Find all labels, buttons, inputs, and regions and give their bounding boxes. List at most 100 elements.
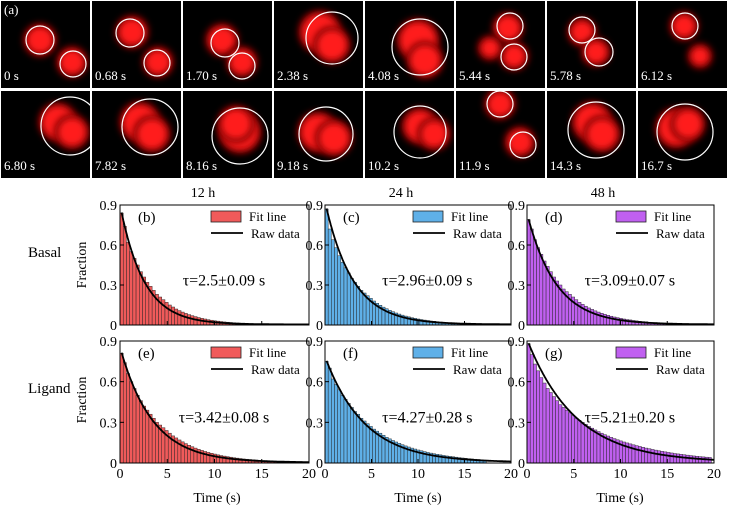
tracking-circle	[59, 50, 87, 78]
histogram-bar	[350, 278, 354, 326]
legend-label-raw: Raw data	[453, 362, 502, 377]
x-tick-label: 20	[504, 467, 518, 482]
panel-label: (b)	[138, 210, 156, 226]
decay-curve	[527, 218, 714, 326]
fluorescent-spot	[674, 110, 702, 138]
histogram-bar	[555, 400, 560, 464]
histogram-bar	[151, 418, 156, 464]
y-tick-label: 0.9	[306, 335, 324, 350]
tracking-circle	[496, 12, 524, 40]
histogram-bar	[653, 449, 658, 464]
tracking-circle	[584, 37, 614, 67]
histogram-bar	[129, 251, 134, 326]
x-axis-title-48h: Time (s)	[596, 491, 644, 506]
histogram-bar	[533, 363, 537, 464]
y-tick-label: 0	[518, 319, 525, 334]
frame-14: 14.3 s	[547, 91, 636, 178]
column-header-12h: 12 h	[191, 186, 216, 201]
histogram-bar	[337, 389, 342, 464]
panel-label: (d)	[545, 210, 563, 226]
histogram-panel-f: 0 0.3 0.6 0.9 0 5 10 15 20 (f) Fit line Raw data τ=4…	[306, 335, 519, 482]
histogram-bar	[688, 455, 693, 464]
fluorescent-spot	[317, 30, 347, 60]
tracking-circle	[568, 16, 596, 44]
legend-label-raw: Raw data	[251, 226, 300, 241]
histogram-bar	[561, 407, 566, 464]
frame-time-label: 2.38 s	[277, 68, 308, 83]
fluorescent-spot	[488, 92, 512, 116]
fluorescent-spot	[421, 121, 447, 147]
y-tick-label: 0	[110, 319, 117, 334]
histogram-bar	[657, 450, 661, 464]
histogram-bar	[148, 413, 153, 464]
frame-content	[567, 16, 614, 67]
fluorescent-spot	[230, 50, 254, 74]
panel-label: (f)	[343, 346, 358, 362]
histogram-bar	[135, 264, 140, 326]
y-tick-label: 0.3	[508, 279, 526, 294]
histogram-bar	[167, 304, 172, 326]
frame-4: 4.08 s	[365, 1, 454, 88]
frame-8: 6.80 s	[1, 91, 90, 178]
fluorescent-spot	[119, 19, 145, 45]
tracking-circle	[25, 25, 55, 55]
legend-swatch-fit	[210, 210, 242, 223]
histogram-bar	[552, 276, 556, 326]
histogram-bar	[558, 404, 563, 464]
x-axis-title-12h: Time (s)	[193, 491, 241, 506]
histogram-bar	[129, 381, 134, 464]
frame-content	[23, 23, 88, 78]
fluorescent-spot	[673, 15, 695, 37]
histogram-grid: 0 0.3 0.6 0.9 (b) Fit line Raw data τ=2.5±0.09 …	[100, 199, 722, 482]
histogram-bar	[145, 409, 150, 464]
histogram-bar	[180, 311, 185, 326]
fluorescent-spot	[571, 21, 593, 43]
histogram-bar	[650, 449, 655, 464]
histogram-bar	[580, 422, 585, 464]
fluorescent-spot	[58, 118, 86, 146]
row-label-basal: Basal	[28, 245, 61, 261]
y-tick-label: 0.9	[100, 335, 118, 350]
histogram-bar	[139, 271, 143, 326]
panel-label: (e)	[138, 346, 155, 362]
histogram-bar	[126, 373, 130, 464]
histogram-bar	[529, 228, 534, 326]
x-tick-label: 10	[614, 467, 628, 482]
histogram-panel-e: 0 0.3 0.6 0.9 0 5 10 15 20 (e) Fit line Raw data τ=3…	[100, 335, 317, 482]
histogram-bar	[564, 409, 569, 464]
frame-9: 7.82 s	[92, 91, 181, 178]
histogram-panel-d: 0 0.3 0.6 0.9 (d) Fit line Raw data τ=3.09±0.07…	[508, 199, 715, 334]
fluorescent-spot	[60, 50, 84, 74]
tracking-circle	[486, 91, 514, 118]
legend-label-fit: Fit line	[451, 345, 488, 360]
frame-content	[119, 98, 179, 156]
y-tick-label: 0.3	[306, 416, 324, 431]
y-tick-label: 0.3	[306, 279, 324, 294]
histogram-bar	[673, 453, 677, 464]
legend-label-raw: Raw data	[656, 226, 705, 241]
tracking-circle	[305, 11, 359, 65]
histogram-bar	[568, 412, 572, 464]
histogram-bar	[331, 378, 335, 464]
frame-2: 1.70 s	[183, 1, 272, 88]
tau-annotation: τ=2.96±0.09 s	[382, 272, 472, 289]
histogram-bar	[139, 400, 143, 464]
histogram-bar	[132, 388, 137, 464]
histogram-bar	[340, 262, 345, 326]
x-tick-label: 10	[411, 467, 425, 482]
histogram-bar	[353, 282, 357, 326]
y-tick-label: 0.9	[508, 199, 526, 214]
panel-label: (c)	[343, 210, 360, 226]
histogram-bar	[638, 446, 642, 464]
histogram-bar	[359, 418, 364, 464]
histogram-bar	[132, 258, 137, 326]
tracking-circle	[143, 49, 171, 77]
x-tick-label: 5	[570, 467, 577, 482]
tracking-circle	[211, 107, 269, 165]
frame-time-label: 0 s	[4, 68, 19, 83]
histogram-bar	[583, 424, 588, 464]
histogram-bar	[142, 405, 146, 464]
histogram-bar	[533, 239, 537, 326]
histogram-bar	[574, 418, 579, 464]
fluorescent-spot	[481, 39, 499, 57]
